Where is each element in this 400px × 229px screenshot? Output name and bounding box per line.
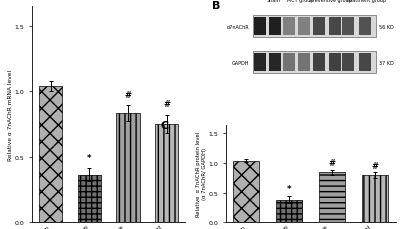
Bar — [342, 54, 354, 71]
Bar — [234, 161, 259, 222]
Bar — [253, 52, 376, 74]
Text: GAPDH: GAPDH — [232, 60, 250, 65]
Bar — [362, 176, 388, 222]
Text: Treatment group: Treatment group — [345, 0, 386, 3]
Text: #: # — [124, 90, 132, 99]
Bar — [329, 18, 341, 35]
Bar — [298, 18, 310, 35]
Text: #: # — [372, 161, 379, 170]
Text: MCT group: MCT group — [287, 0, 314, 3]
Text: *: * — [287, 184, 292, 193]
Bar — [359, 18, 371, 35]
Text: 37 KD: 37 KD — [379, 60, 394, 65]
Bar — [269, 18, 281, 35]
Bar — [320, 173, 345, 222]
Bar — [359, 54, 371, 71]
Y-axis label: Relative  α 7nAChR protein level
(α 7nAChR/ GAPDH): Relative α 7nAChR protein level (α 7nACh… — [196, 131, 207, 216]
Bar — [276, 200, 302, 222]
Text: Sham: Sham — [266, 0, 280, 3]
Bar — [342, 18, 354, 35]
Text: #: # — [163, 100, 170, 109]
Text: B: B — [212, 1, 220, 11]
Text: Preventive group: Preventive group — [310, 0, 352, 3]
Y-axis label: Relative α 7nAChR mRNA level: Relative α 7nAChR mRNA level — [8, 69, 13, 160]
Bar — [283, 54, 295, 71]
Text: *: * — [87, 153, 92, 162]
Text: C: C — [161, 120, 169, 130]
Text: #: # — [329, 158, 336, 167]
Bar — [78, 175, 101, 222]
Bar — [39, 87, 62, 222]
Text: α7nAChR: α7nAChR — [227, 25, 250, 30]
Bar — [329, 54, 341, 71]
Bar — [298, 54, 310, 71]
Bar — [314, 54, 325, 71]
Bar — [116, 114, 140, 222]
Bar — [155, 124, 178, 222]
Bar — [283, 18, 295, 35]
Bar — [269, 54, 281, 71]
Bar — [253, 16, 376, 38]
Bar — [254, 54, 266, 71]
Bar — [254, 18, 266, 35]
Text: 56 KD: 56 KD — [379, 25, 394, 30]
Bar — [314, 18, 325, 35]
